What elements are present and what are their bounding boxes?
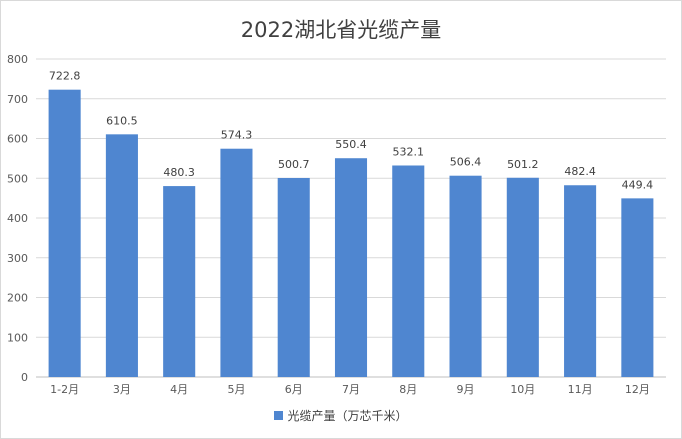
x-tick-label: 1-2月	[50, 383, 79, 396]
data-label: 449.4	[622, 178, 654, 191]
x-tick-label: 5月	[227, 383, 245, 396]
y-tick-label: 100	[7, 331, 28, 344]
data-label: 500.7	[278, 158, 310, 171]
data-label: 610.5	[106, 114, 138, 127]
x-tick-label: 11月	[568, 383, 593, 396]
bar	[163, 186, 196, 377]
legend-label: 光缆产量（万芯千米）	[287, 409, 408, 423]
data-label: 501.2	[507, 158, 539, 171]
x-tick-label: 6月	[285, 383, 303, 396]
bar	[334, 158, 368, 377]
y-tick-label: 300	[7, 252, 28, 265]
bar	[277, 177, 310, 377]
y-tick-label: 500	[7, 172, 28, 185]
x-tick-label: 9月	[457, 383, 475, 396]
bar	[48, 89, 81, 377]
y-tick-label: 0	[21, 371, 28, 384]
legend-swatch	[274, 411, 284, 420]
x-tick-label: 4月	[170, 383, 188, 396]
x-tick-label: 3月	[113, 383, 131, 396]
data-label: 480.3	[163, 166, 195, 179]
bar	[564, 185, 597, 377]
legend: 光缆产量（万芯千米）	[0, 407, 682, 424]
data-label: 550.4	[335, 138, 367, 151]
y-tick-label: 400	[7, 212, 28, 225]
data-label: 506.4	[450, 156, 482, 169]
chart-title: 2022湖北省光缆产量	[240, 18, 442, 42]
bar	[392, 165, 425, 377]
bar	[506, 177, 539, 377]
y-tick-label: 600	[7, 133, 28, 146]
data-label: 722.8	[49, 70, 81, 83]
x-tick-label: 12月	[625, 383, 650, 396]
y-tick-label: 800	[7, 53, 28, 66]
bar	[449, 175, 482, 377]
data-label: 532.1	[393, 145, 425, 158]
x-tick-label: 10月	[510, 383, 535, 396]
y-tick-label: 700	[7, 93, 28, 106]
bar	[105, 134, 138, 377]
x-tick-label: 7月	[342, 383, 360, 396]
bar	[220, 148, 253, 377]
bar	[621, 198, 654, 377]
y-tick-label: 200	[7, 292, 28, 305]
data-label: 574.3	[221, 129, 253, 142]
data-label: 482.4	[564, 165, 596, 178]
x-tick-label: 8月	[399, 383, 417, 396]
